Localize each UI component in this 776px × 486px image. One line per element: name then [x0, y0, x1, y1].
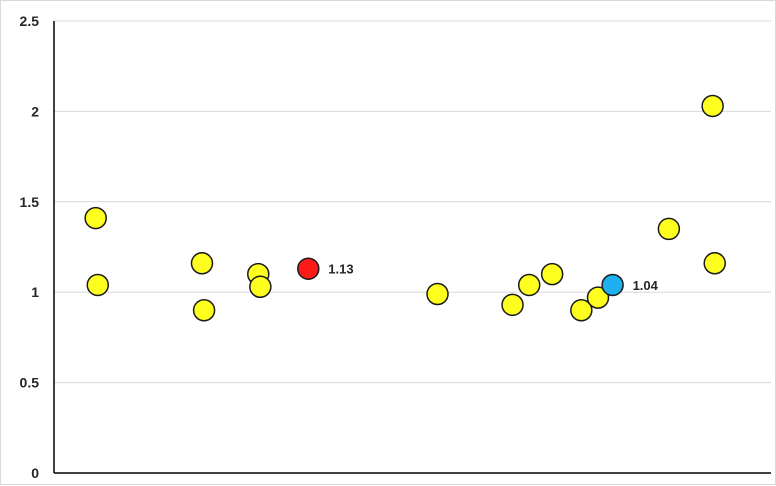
data-point [586, 286, 610, 309]
data-label: 1.13 [328, 262, 353, 277]
data-point [517, 273, 541, 297]
data-point [192, 299, 216, 322]
data-labels: 1.13 1.04 [328, 262, 658, 293]
data-point [249, 275, 272, 299]
data-point [540, 262, 564, 286]
y-tick-label: 0 [31, 465, 39, 481]
data-point [703, 252, 726, 275]
data-points [84, 94, 726, 322]
axes [53, 21, 771, 474]
y-tick-labels: 0 0.5 1 1.5 2 2.5 [20, 13, 40, 481]
gridlines [54, 20, 771, 384]
data-point [657, 217, 681, 241]
data-point [86, 273, 110, 297]
y-tick-label: 0.5 [20, 375, 40, 391]
data-point [601, 273, 624, 297]
y-tick-label: 2 [31, 103, 39, 119]
y-tick-label: 2.5 [20, 13, 40, 29]
y-tick-label: 1 [31, 284, 39, 300]
data-point [84, 206, 107, 230]
data-point [501, 293, 524, 317]
data-point [701, 94, 724, 118]
data-point [297, 257, 320, 280]
y-tick-label: 1.5 [20, 194, 40, 210]
data-point [570, 299, 593, 322]
data-point [426, 282, 449, 306]
data-label: 1.04 [633, 278, 659, 293]
data-point [190, 252, 214, 275]
